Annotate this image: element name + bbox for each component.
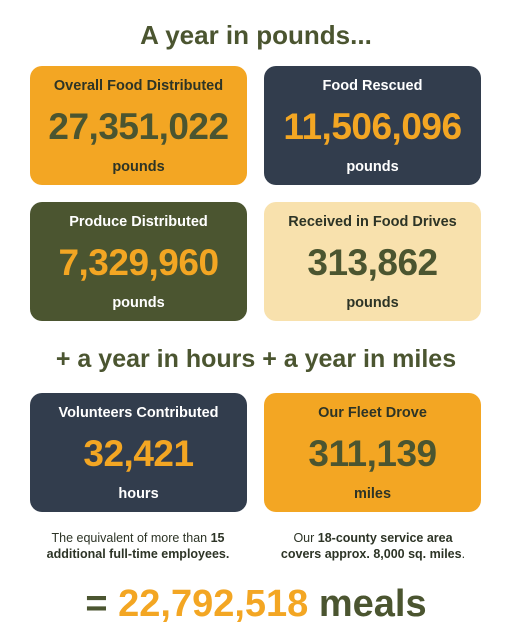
note-text: covers approx. 8,000 sq. miles [280,547,462,561]
card-unit: pounds [112,159,165,175]
card-number: 313,862 [307,242,438,283]
card-unit: hours [118,486,159,502]
title: A year in pounds... [140,20,372,50]
card-label: Overall Food Distributed [53,78,224,94]
card-number: 311,139 [308,433,437,474]
note-text: . [461,547,466,561]
card-unit: pounds [346,159,399,175]
note-text: 18-county service area [317,531,453,545]
card-label: Received in Food Drives [288,214,457,230]
card: Food Rescued 11,506,096 pounds [264,66,481,185]
note: Our 18-county service area covers approx.… [253,530,493,562]
card: Our Fleet Drove 311,139 miles [264,393,481,512]
card-unit: pounds [346,295,399,311]
subtitle: + a year in hours + a year in miles [55,345,457,373]
note: The equivalent of more than 15 additional… [18,530,258,562]
note-text: 15 [210,531,225,545]
card-label: Our Fleet Drove [318,405,427,421]
card: Produce Distributed 7,329,960 pounds [30,202,247,321]
card-number: 27,351,022 [48,106,229,147]
note-text: Our [293,531,318,545]
card-number: 11,506,096 [283,106,462,147]
card-number: 32,421 [83,433,194,474]
card-unit: pounds [112,295,165,311]
note-text: additional full-time employees. [46,547,230,561]
total-suffix: meals [318,583,427,625]
card-number: 7,329,960 [58,242,219,283]
card: Overall Food Distributed 27,351,022 poun… [30,66,247,185]
total-prefix: = [85,583,108,625]
card-label: Food Rescued [322,78,423,94]
card-unit: miles [353,486,392,502]
note-text: The equivalent of more than [51,531,211,545]
card-label: Produce Distributed [69,214,208,230]
card: Received in Food Drives 313,862 pounds [264,202,481,321]
total-number: 22,792,518 [118,583,309,625]
card: Volunteers Contributed 32,421 hours [30,393,247,512]
card-label: Volunteers Contributed [58,405,219,421]
total: = 22,792,518 meals [0,583,512,626]
